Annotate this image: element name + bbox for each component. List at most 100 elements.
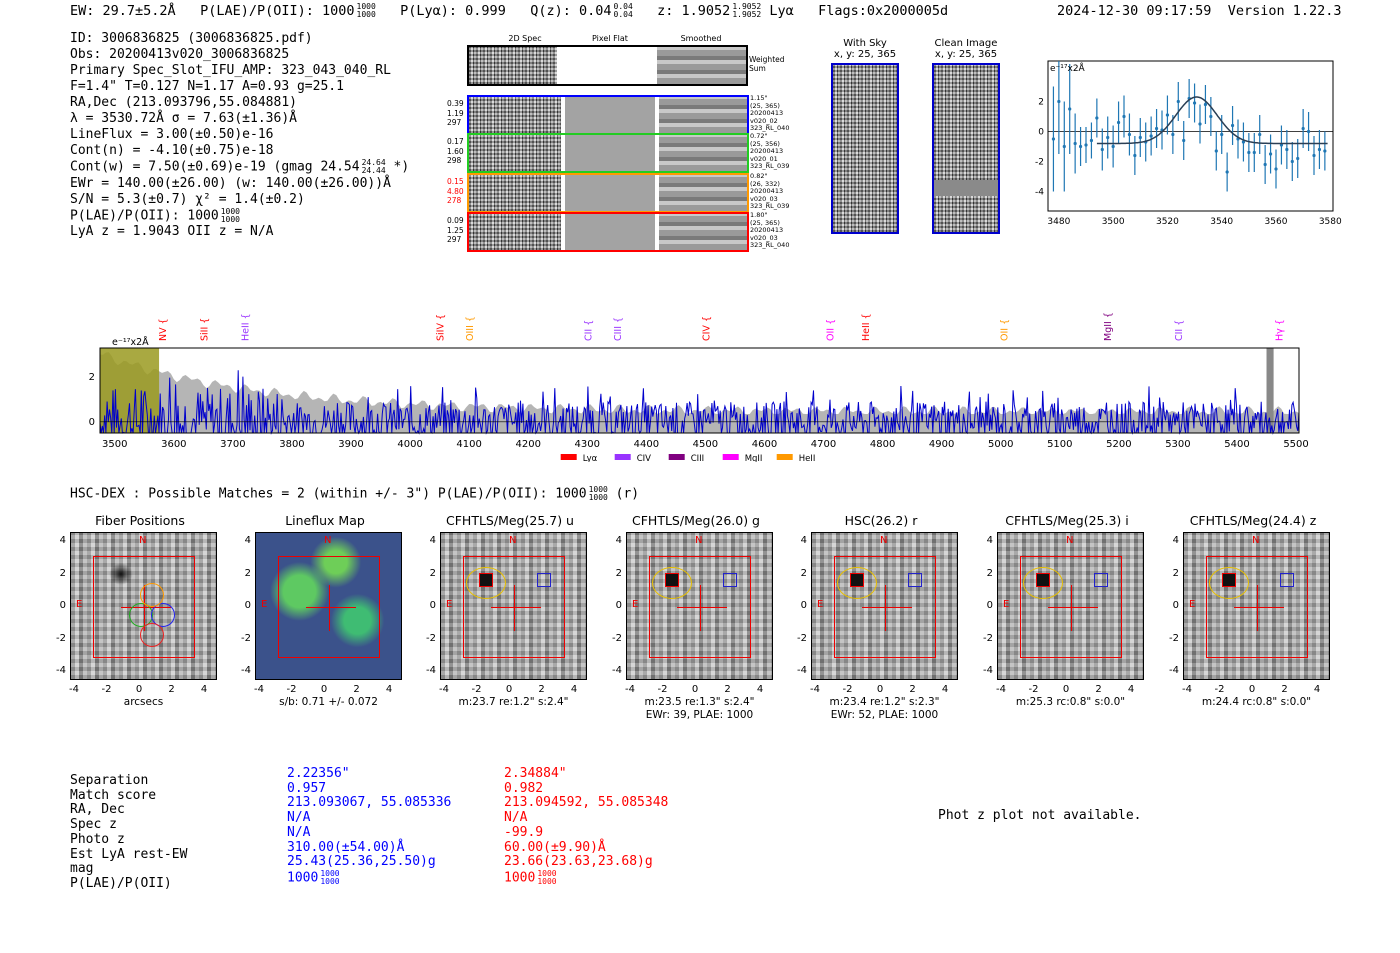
spectrum-xtick: 4600 [752, 439, 777, 450]
east-label: E [632, 599, 639, 610]
zoom-point [1182, 138, 1186, 143]
y-tick-label: 0 [986, 600, 993, 611]
photz-note: Phot z plot not available. [938, 808, 1142, 823]
info-id: ID: 3006836825 (3006836825.pdf) [70, 31, 313, 46]
zoom-point [1116, 120, 1121, 125]
zoom-point [1127, 132, 1132, 137]
y-tick-label: 4 [986, 535, 993, 546]
y-tick-label: -4 [241, 665, 251, 676]
x-tick-label: 2 [168, 684, 175, 695]
with-sky-image [831, 63, 899, 234]
y-tick-label: -2 [797, 632, 807, 644]
zoom-point [1171, 132, 1175, 137]
y-tick-label: -2 [241, 632, 251, 644]
zoom-ytick: 2 [1038, 98, 1044, 108]
zoom-point [1095, 116, 1099, 120]
spectrum-xtick: 3600 [161, 439, 186, 450]
full-spectrum-plot: e⁻¹⁷x2Å 2 0 3500 3600 3700 3800 3900 4000 4100 420… [89, 312, 1309, 462]
y-tick-label: -2 [426, 632, 436, 644]
header-qz: Q(z): 0.04 [530, 3, 612, 19]
north-label: N [509, 535, 517, 546]
spectrum-line-label: SiII { [199, 318, 210, 341]
x-tick-label: 0 [876, 684, 884, 695]
east-label: E [261, 599, 268, 610]
zoom-line-fit-plot: e⁻¹⁷x2Å 2 0 -2 -4 3480 3500 3520 3540 3560 3580 [1035, 60, 1342, 227]
legend-swatch [668, 454, 685, 460]
spectrum-xtick: 4100 [456, 439, 481, 450]
x-tick-label: -2 [657, 684, 668, 695]
spectrum-zoom-window [100, 348, 160, 433]
y-tick-label: 0 [244, 600, 251, 611]
spectrum-frame [99, 347, 1300, 434]
label-spec-z: Spec z [70, 817, 117, 833]
hsc-panel-caption: m:23.7 re:1.2" s:2.4" [458, 696, 569, 708]
x-tick-label: 2 [1281, 684, 1288, 695]
x-tick-label: 0 [1248, 684, 1256, 695]
match2-specz: N/A [504, 810, 528, 826]
north-label: N [880, 535, 888, 546]
info-block: ID: 3006836825 (3006836825.pdf) Obs: 202… [70, 31, 409, 240]
x-tick-label: -2 [471, 684, 482, 695]
match2-plae: 1000 1000 1000 [504, 868, 557, 886]
label-mag: mag [70, 861, 94, 877]
cutout-row [467, 173, 749, 213]
zoom-point [1230, 123, 1235, 128]
zoom-point [1296, 156, 1300, 161]
y-tick-label: -4 [1169, 665, 1179, 676]
x-tick-label: 4 [756, 684, 764, 695]
spectrum-xtick: 4800 [870, 439, 895, 450]
y-tick-label: 0 [429, 600, 436, 611]
hsc-panel-caption2: EWr: 39, PLAE: 1000 [645, 709, 754, 721]
y-tick-label: 0 [1172, 600, 1179, 611]
info-radec: RA,Dec (213.093796,55.084881) [70, 95, 297, 110]
info-obs: Obs: 20200413v020_3006836825 [70, 47, 290, 62]
x-tick-label: 4 [1127, 684, 1135, 695]
weighted-sum-label: Weighted Sum [749, 55, 785, 73]
clean-image [932, 63, 1000, 234]
x-tick-label: -4 [69, 684, 79, 695]
spectrum-line-label: OIII { [465, 316, 476, 341]
zoom-xtick: 3540 [1210, 217, 1233, 227]
y-tick-label: 0 [615, 600, 622, 611]
zoom-point [1323, 149, 1327, 153]
clean-image-title: Clean Image x, y: 25, 365 [934, 38, 998, 60]
spectrum-xtick: 4700 [811, 439, 836, 450]
spectrum-line-label: NV { [158, 318, 169, 341]
header-plae: P(LAE)/P(OII): 1000 [200, 3, 355, 19]
y-tick-label: -4 [797, 665, 807, 676]
zoom-point [1306, 129, 1311, 134]
cutout-row-meta: 0.72" (25, 356) 20200413 v020_01 323_RL_039 [750, 132, 790, 170]
hsc-panel-image [440, 532, 587, 680]
info-params: F=1.4" T=0.127 N=1.17 A=0.93 g=25.1 [70, 79, 344, 94]
x-tick-label: 2 [909, 684, 916, 695]
y-tick-label: 2 [615, 567, 622, 579]
hsc-panel-caption: m:25.3 rc:0.8" s:0.0" [1015, 696, 1126, 708]
x-tick-label: -4 [439, 684, 449, 695]
zoom-point [1062, 144, 1066, 149]
y-tick-label: 4 [429, 535, 436, 546]
zoom-point [1165, 113, 1170, 117]
label-separation: Separation [70, 773, 149, 788]
cutout-row-stats: 0.17 1.60 298 [447, 137, 464, 165]
x-tick-label: 2 [724, 684, 731, 695]
x-tick-label: 2 [353, 684, 360, 695]
x-tick-label: 4 [1313, 684, 1321, 695]
y-tick-label: -4 [426, 665, 436, 676]
zoom-point [1106, 135, 1110, 140]
match2-mag: 23.66(23.63,23.68)g [504, 854, 653, 870]
x-tick-label: -4 [625, 684, 635, 695]
zoom-fit-curve [1096, 96, 1328, 145]
hsc-panel-caption: m:24.4 rc:0.8" s:0.0" [1201, 696, 1312, 708]
east-label: E [1003, 599, 1010, 610]
header-bar: EW: 29.7±5.2Å P(LAE)/P(OII): 1000 1000 100… [70, 3, 948, 20]
zoom-point [1100, 147, 1104, 152]
hsc-panel-title: HSC(26.2) r [844, 513, 918, 528]
y-tick-label: -4 [56, 665, 66, 676]
match-labels: Separation Match score RA, Dec Spec z Ph… [70, 773, 187, 892]
zoom-point [1247, 150, 1251, 155]
legend-label: CIV [637, 454, 651, 462]
hsc-panel-caption: s/b: 0.71 +/- 0.072 [279, 696, 378, 708]
x-tick-label: 2 [538, 684, 545, 695]
match2-separation: 2.34884" [504, 766, 567, 781]
zoom-xtick: 3560 [1265, 217, 1288, 227]
